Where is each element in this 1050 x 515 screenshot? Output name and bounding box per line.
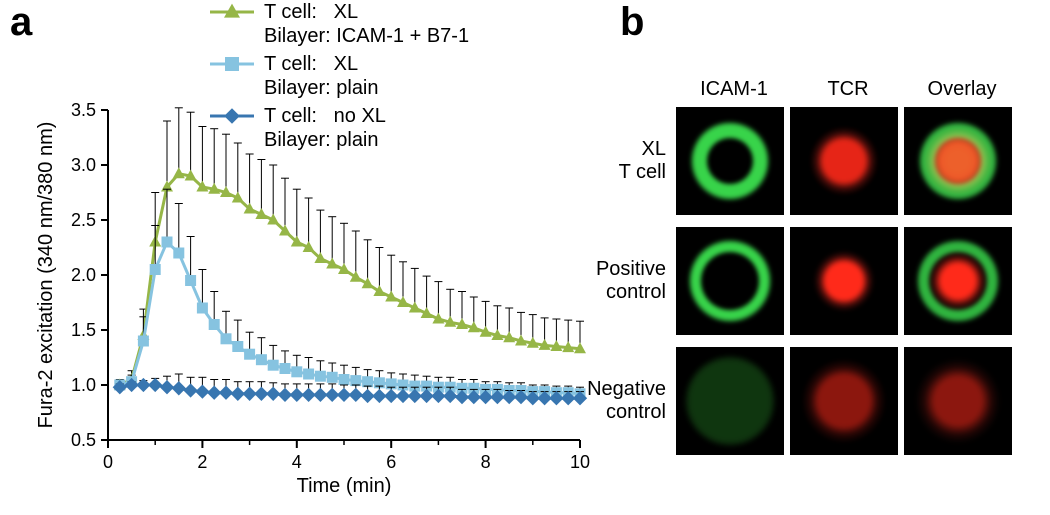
svg-text:8: 8: [481, 452, 491, 472]
svg-text:1.0: 1.0: [71, 375, 96, 395]
micrograph-pos-icam-1: [676, 227, 784, 335]
panel-b-grid: XL T cell Positive control: [676, 107, 1036, 455]
svg-text:2.5: 2.5: [71, 210, 96, 230]
svg-text:0.5: 0.5: [71, 430, 96, 450]
panel-b-row-pos: Positive control: [676, 227, 1036, 335]
svg-text:2: 2: [197, 452, 207, 472]
svg-text:0: 0: [103, 452, 113, 472]
svg-text:3.0: 3.0: [71, 155, 96, 175]
legend-text: T cell: XL Bilayer: ICAM-1 + B7-1: [264, 0, 469, 48]
panel-a-label: a: [10, 0, 32, 45]
svg-text:2.0: 2.0: [71, 265, 96, 285]
svg-text:Time (min): Time (min): [297, 475, 392, 497]
panel-b-label: b: [620, 0, 644, 45]
panel-b-row-xl: XL T cell: [676, 107, 1036, 215]
column-header: Overlay: [908, 78, 1016, 101]
svg-text:Fura-2 excitation (340 nm/380: Fura-2 excitation (340 nm/380 nm): [35, 122, 57, 429]
panel-b-column-headers: ICAM-1 TCR Overlay: [680, 78, 1036, 101]
svg-text:3.5: 3.5: [71, 100, 96, 120]
micrograph-pos-tcr: [790, 227, 898, 335]
column-header: TCR: [794, 78, 902, 101]
panel-b-row-neg: Negative control: [676, 347, 1036, 455]
row-label: XL T cell: [619, 138, 666, 184]
row-label: Positive control: [596, 258, 666, 304]
legend-entry-xl_icam_b7: T cell: XL Bilayer: ICAM-1 + B7-1: [210, 0, 469, 48]
column-header: ICAM-1: [680, 78, 788, 101]
svg-text:4: 4: [292, 452, 302, 472]
micrograph-neg-overlay: [904, 347, 1012, 455]
svg-text:1.5: 1.5: [71, 320, 96, 340]
svg-text:10: 10: [570, 452, 590, 472]
micrograph-xl-overlay: [904, 107, 1012, 215]
micrograph-xl-tcr: [790, 107, 898, 215]
micrograph-pos-overlay: [904, 227, 1012, 335]
micrograph-neg-icam-1: [676, 347, 784, 455]
figure: a b T cell: XL Bilayer: ICAM-1 + B7-1T c…: [0, 0, 1050, 515]
panel-b: ICAM-1 TCR Overlay XL T cell Positive cont…: [676, 78, 1036, 467]
micrograph-neg-tcr: [790, 347, 898, 455]
chart-svg: 0.5 1.0 1.5 2.0 2.5 3.0 3.5 0 2 4 6 8 10 Time (min) Fu…: [30, 70, 590, 500]
panel-a-chart: 0.5 1.0 1.5 2.0 2.5 3.0 3.5 0 2 4 6 8 10 Time (min) Fu…: [30, 70, 590, 500]
row-label: Negative control: [587, 378, 666, 424]
micrograph-xl-icam-1: [676, 107, 784, 215]
svg-text:6: 6: [386, 452, 396, 472]
